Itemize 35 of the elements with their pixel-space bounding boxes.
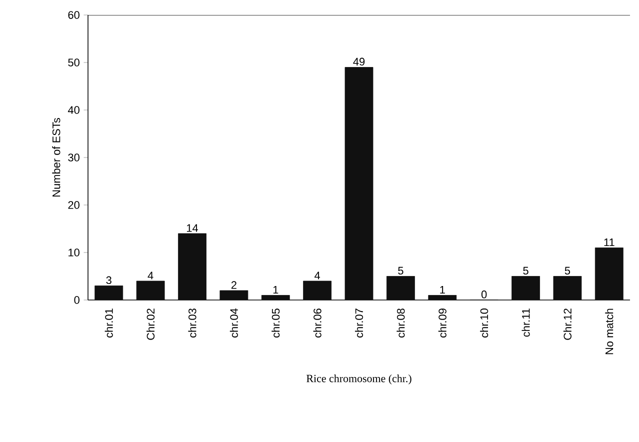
data-label: 4	[314, 272, 320, 280]
y-tick-label: 60	[68, 11, 80, 19]
x-tick-label: chr.07	[354, 308, 364, 338]
data-label: 3	[106, 276, 112, 284]
data-label: 5	[523, 266, 528, 275]
data-label: 14	[186, 224, 198, 232]
x-axis-title: Rice chromosome (chr.)	[306, 374, 412, 384]
data-label: 1	[440, 286, 445, 294]
y-axis-title: Number of ESTs	[52, 118, 60, 196]
x-tick-label: chr.03	[188, 308, 196, 338]
x-tick-label: chr.01	[104, 308, 113, 338]
data-label: 5	[564, 266, 570, 275]
x-tick-label: Chr.12	[563, 308, 572, 340]
data-label: 0	[481, 290, 487, 298]
x-tick-label: No match	[605, 308, 614, 354]
x-tick-label: chr.11	[522, 308, 530, 337]
y-tick-label: 10	[68, 248, 80, 256]
y-tick-label: 40	[68, 106, 80, 114]
x-tick-label: chr.10	[480, 308, 488, 338]
y-tick-label: 50	[68, 58, 80, 66]
y-tick-label: 20	[68, 201, 80, 209]
data-label: 49	[353, 58, 365, 66]
data-label: 2	[231, 281, 236, 289]
data-label: 5	[398, 266, 404, 275]
x-tick-label: chr.06	[313, 308, 322, 338]
x-tick-label: chr.09	[438, 308, 446, 338]
data-label: 1	[273, 286, 278, 294]
data-label: 4	[148, 272, 154, 280]
y-tick-label: 0	[74, 296, 80, 304]
x-tick-label: chr.04	[230, 308, 238, 338]
y-tick-label: 30	[68, 154, 80, 162]
x-tick-label: Chr.02	[146, 308, 155, 340]
x-tick-label: chr.05	[272, 308, 280, 338]
data-label: 11	[604, 238, 614, 246]
x-tick-label: chr.08	[396, 308, 405, 338]
